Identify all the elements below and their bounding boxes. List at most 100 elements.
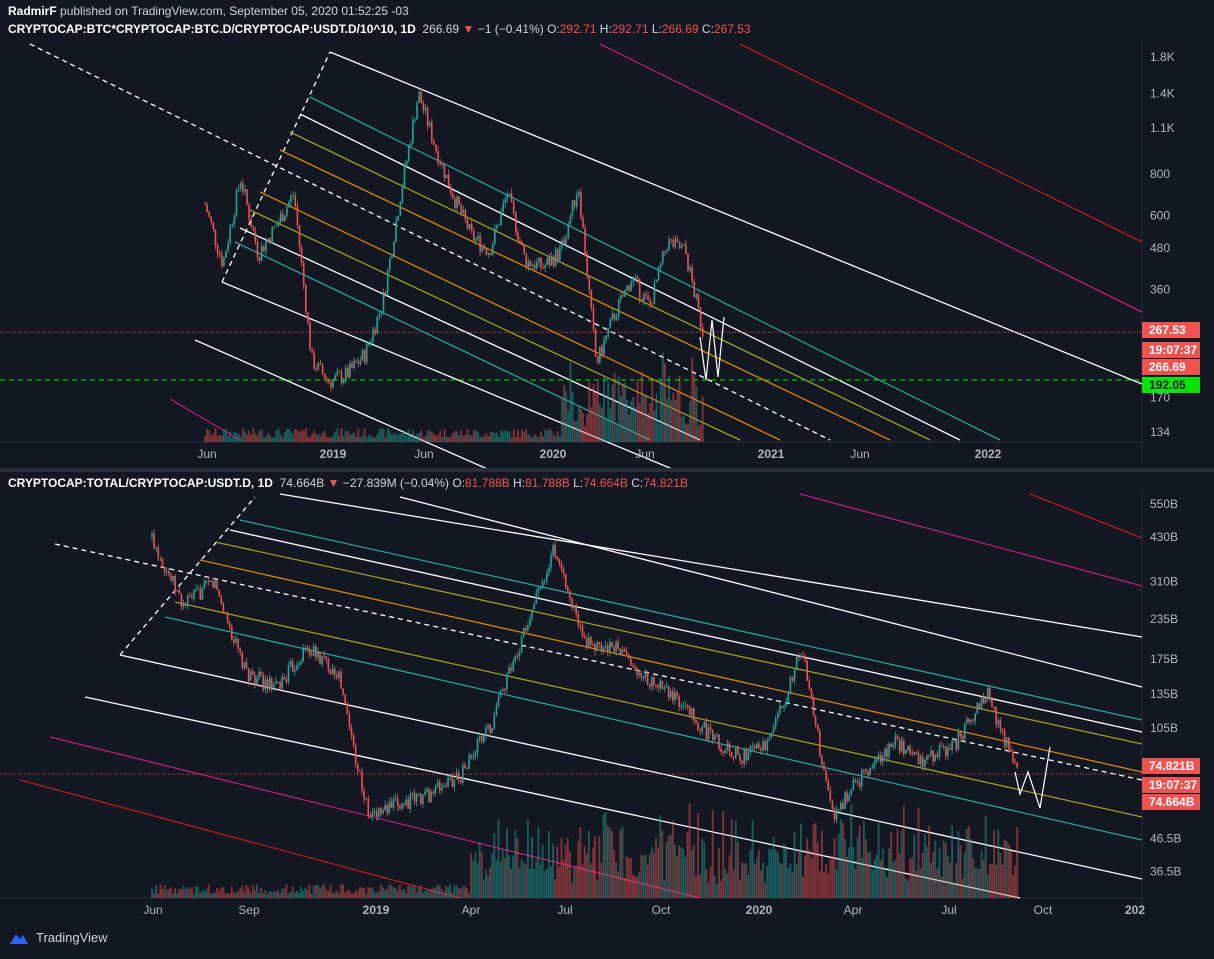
candle-body	[407, 146, 410, 161]
volume-bar	[373, 891, 376, 898]
volume-bar	[377, 891, 380, 898]
volume-bar	[398, 884, 401, 898]
volume-bar	[235, 892, 237, 898]
candle-body	[319, 651, 321, 664]
candle-body	[172, 575, 174, 581]
candle-body	[898, 738, 901, 752]
candle-body	[470, 223, 473, 231]
candle-body	[327, 658, 330, 671]
candle-body	[263, 245, 265, 252]
volume-bar	[682, 849, 685, 898]
pane2-symbol[interactable]: CRYPTOCAP:TOTAL/CRYPTOCAP:USDT.D, 1D	[8, 476, 273, 490]
volume-bar	[393, 432, 395, 442]
pane1-close: 267.53	[713, 22, 751, 36]
volume-bar	[747, 874, 750, 898]
volume-bar	[529, 436, 532, 442]
volume-bar	[489, 432, 492, 442]
candle-body	[403, 803, 405, 806]
candle-body	[795, 657, 798, 671]
candle-body	[567, 224, 570, 238]
volume-bar	[394, 887, 397, 898]
candle-body	[438, 782, 441, 791]
candle-body	[501, 689, 504, 692]
candle-body	[632, 665, 634, 667]
volume-bar	[476, 862, 479, 898]
candle-body	[753, 745, 756, 749]
candle-body	[414, 119, 416, 121]
volume-bar	[951, 825, 953, 898]
candle-body	[672, 691, 674, 701]
volume-bar	[575, 420, 578, 442]
volume-bar	[590, 863, 592, 898]
volume-bar	[930, 862, 932, 898]
volume-bar	[270, 891, 273, 898]
volume-bar	[311, 434, 313, 442]
pane-separator[interactable]	[0, 468, 1214, 472]
candle-body	[641, 298, 643, 301]
candle-body	[216, 245, 219, 254]
volume-bar	[559, 436, 561, 442]
volume-bar	[390, 885, 393, 898]
volume-bar	[430, 432, 433, 442]
volume-bar	[445, 436, 448, 442]
volume-bar	[180, 889, 183, 898]
candle-body	[934, 754, 937, 762]
volume-bar	[485, 869, 487, 898]
volume-bar	[424, 890, 426, 898]
author-name[interactable]: RadmirF	[8, 4, 57, 18]
candle-body	[856, 781, 859, 783]
candle-body	[529, 260, 532, 267]
pane1-chart[interactable]: 1.8K1.4K1.1K800600480360270170134Jun2019…	[0, 42, 1214, 468]
candle-body	[609, 642, 611, 652]
candle-body	[766, 740, 769, 751]
volume-bar	[419, 886, 422, 898]
candle-body	[869, 768, 871, 776]
volume-bar	[919, 868, 922, 898]
volume-bar	[877, 822, 880, 898]
candle-body	[157, 547, 160, 558]
volume-bar	[789, 863, 792, 898]
candle-body	[212, 580, 214, 588]
volume-bar	[426, 431, 429, 442]
candle-body	[412, 119, 414, 144]
candle-body	[258, 256, 261, 261]
volume-bar	[227, 435, 229, 442]
channel-line-3	[221, 281, 672, 468]
volume-bar	[212, 893, 214, 898]
candle-body	[814, 715, 817, 725]
volume-bar	[265, 436, 267, 442]
candle-body	[544, 264, 546, 269]
candle-body	[424, 791, 426, 795]
publish-info: RadmirF published on TradingView.com, Se…	[8, 4, 409, 18]
candle-body	[607, 328, 609, 336]
candle-body	[354, 745, 357, 764]
candle-body	[683, 244, 685, 246]
pane1-symbol[interactable]: CRYPTOCAP:BTC*CRYPTOCAP:BTC.D/CRYPTOCAP:…	[8, 22, 416, 36]
candle-body	[601, 346, 603, 355]
y-tick-5: 135B	[1150, 687, 1178, 701]
candle-body	[247, 668, 250, 681]
x-tick-1: 2019	[320, 447, 347, 461]
volume-bar	[668, 375, 670, 442]
candle-body	[649, 299, 651, 304]
volume-bar	[524, 864, 527, 898]
candle-body	[445, 785, 447, 787]
volume-bar	[848, 847, 851, 898]
volume-bar	[399, 433, 402, 442]
volume-bar	[533, 433, 536, 442]
volume-bar	[351, 434, 353, 442]
candle-body	[477, 235, 479, 239]
x-tick-5: 2021	[758, 447, 785, 461]
candle-body	[743, 749, 745, 764]
tradingview-logo[interactable]: TradingView	[8, 930, 108, 945]
candle-body	[163, 567, 166, 572]
volume-bar	[932, 851, 935, 898]
pane2-chart[interactable]: 550B 430B 310B 235B 175B 135B 105B 46.5B 36.5B Ju…	[0, 492, 1214, 924]
candle-body	[399, 202, 402, 216]
volume-bar	[454, 431, 456, 442]
volume-bar	[628, 414, 631, 442]
volume-bar	[506, 430, 509, 442]
candle-body	[225, 250, 227, 258]
volume-bar	[693, 374, 696, 442]
volume-bar	[890, 832, 893, 898]
